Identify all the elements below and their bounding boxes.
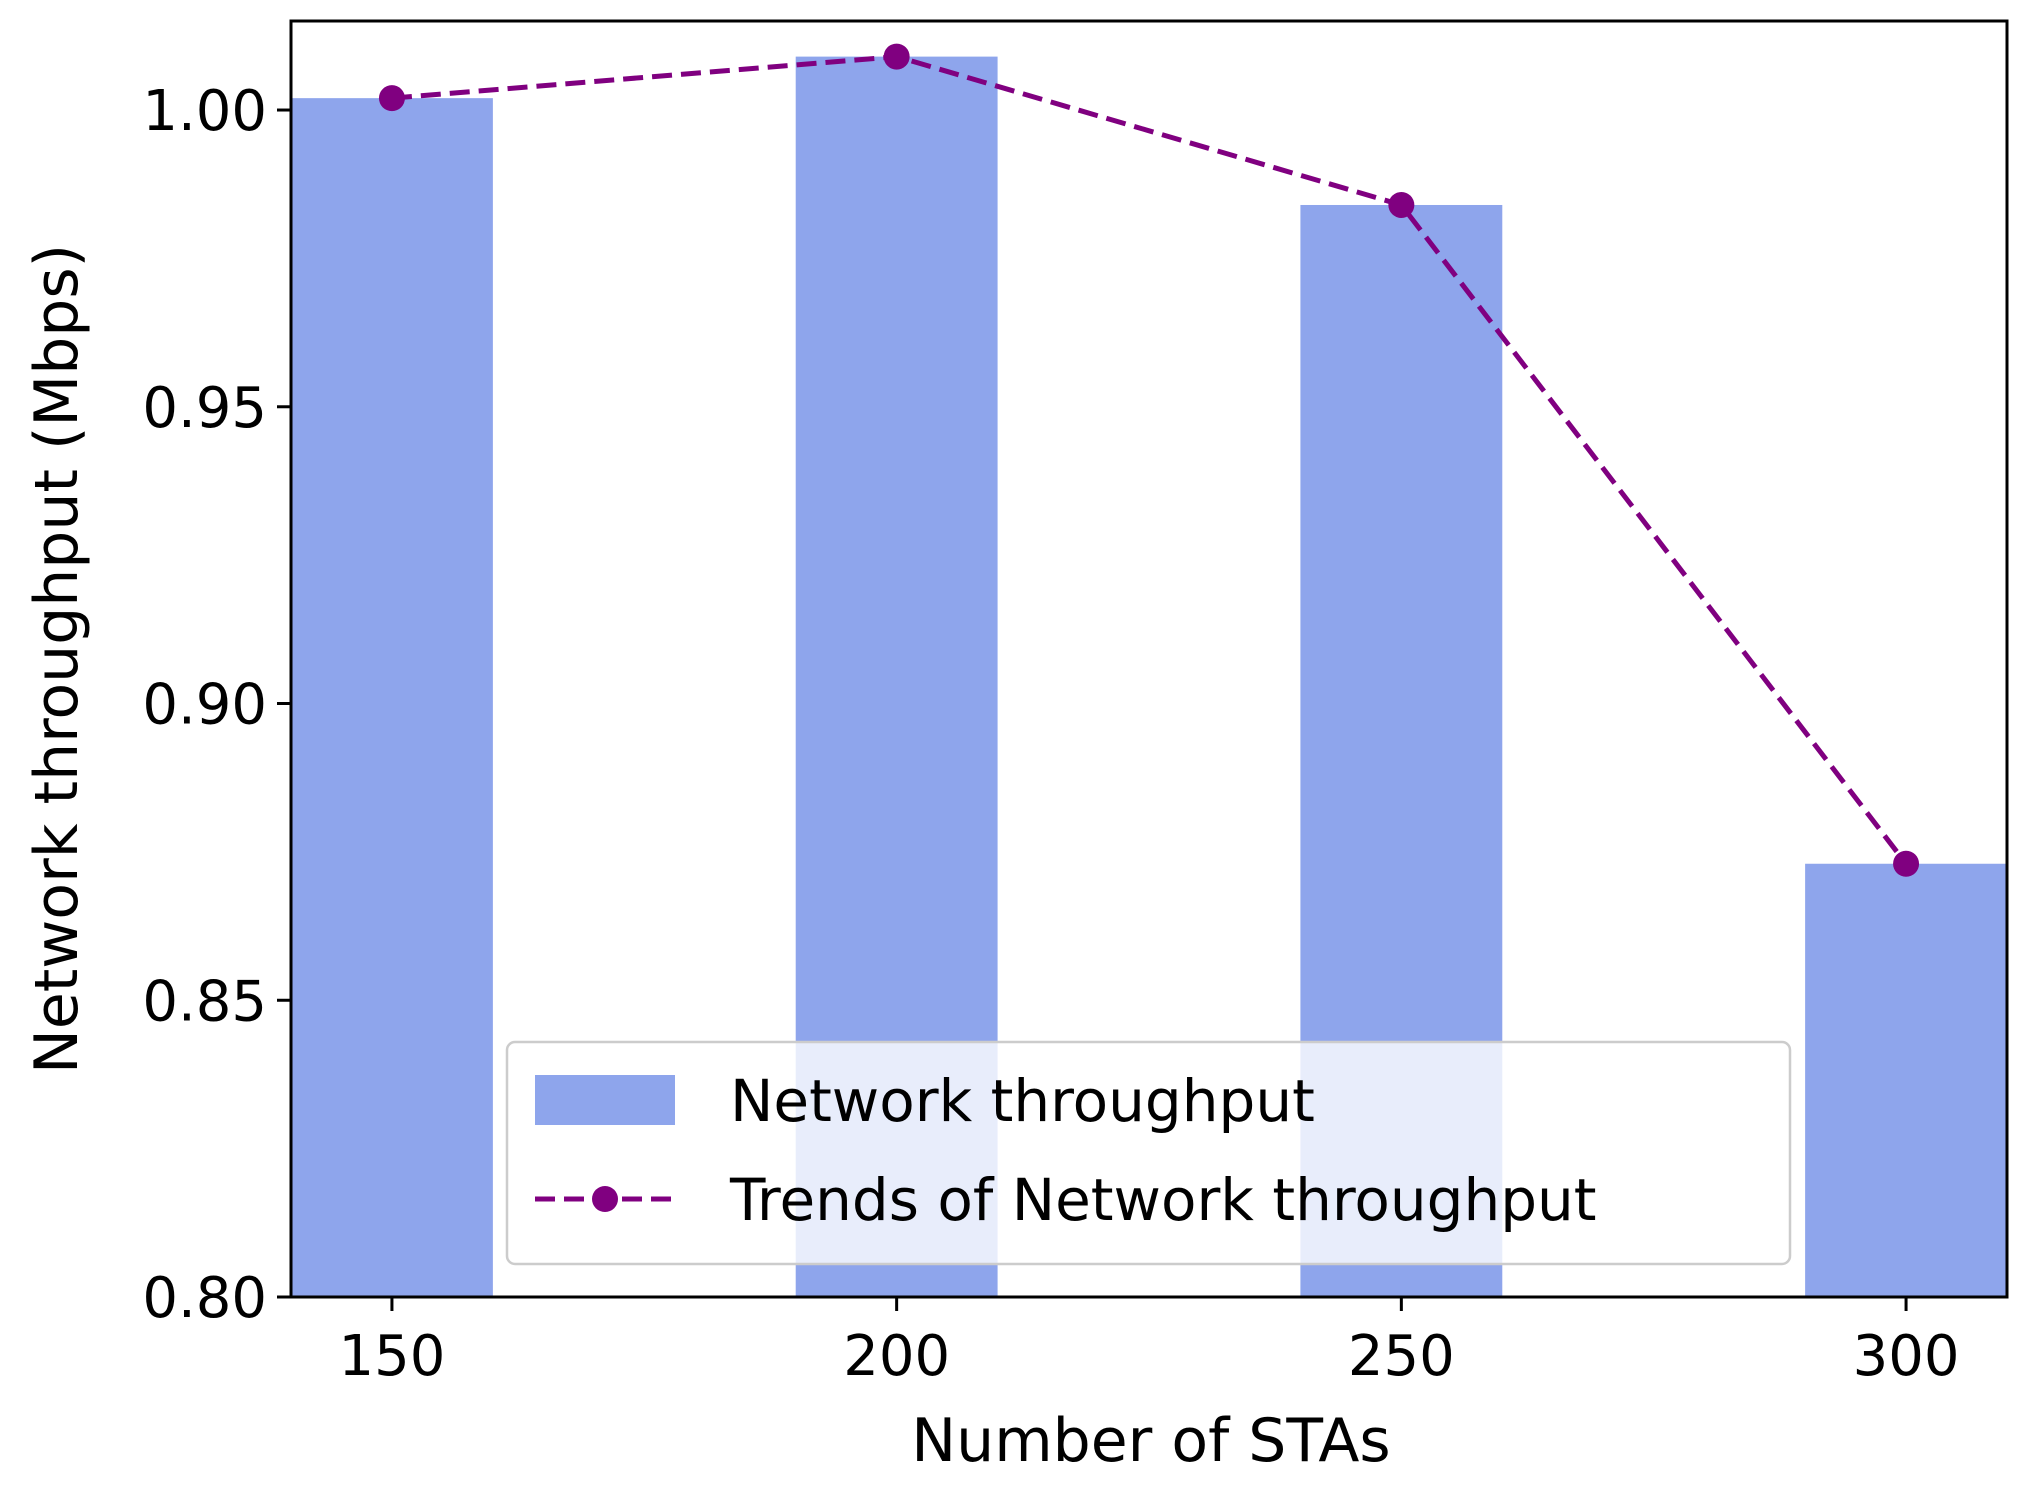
legend-box: [505, 1040, 1792, 1266]
bar-300: [1805, 863, 2007, 1297]
legend-bar-swatch: [535, 1075, 675, 1125]
y-axis: 0.80 0.85 0.90 0.95 1.00: [142, 79, 291, 1331]
trend-point-300: [1893, 850, 1920, 877]
trend-point-150: [378, 85, 405, 112]
legend-line-marker: [592, 1186, 618, 1212]
legend-label-bar: Network throughput: [730, 1067, 1315, 1135]
y-axis-label: Network throughput (Mbps): [22, 244, 92, 1074]
plot-frame: [289, 19, 2009, 1299]
y-tick-label: 0.95: [142, 376, 267, 441]
y-tick-label: 0.90: [142, 673, 267, 738]
y-tick-label: 0.80: [142, 1266, 267, 1331]
x-axis-label: Number of STAs: [911, 1406, 1390, 1476]
legend: Network throughput Trends of Network thr…: [505, 1040, 1792, 1266]
x-tick-label: 200: [843, 1324, 950, 1389]
legend-label-line: Trends of Network throughput: [729, 1166, 1597, 1234]
trend-point-200: [883, 43, 910, 70]
y-tick-label: 1.00: [142, 79, 267, 144]
trend-series: [378, 43, 1920, 877]
trend-point-250: [1388, 191, 1415, 218]
x-tick-label: 250: [1348, 1324, 1455, 1389]
x-axis: 150 200 250 300: [338, 1297, 1960, 1389]
x-tick-label: 300: [1853, 1324, 1960, 1389]
bar-150: [291, 98, 493, 1298]
y-tick-label: 0.85: [142, 969, 267, 1034]
bar-series: [291, 56, 2007, 1298]
trend-line: [391, 54, 1909, 866]
x-tick-label: 150: [338, 1324, 445, 1389]
